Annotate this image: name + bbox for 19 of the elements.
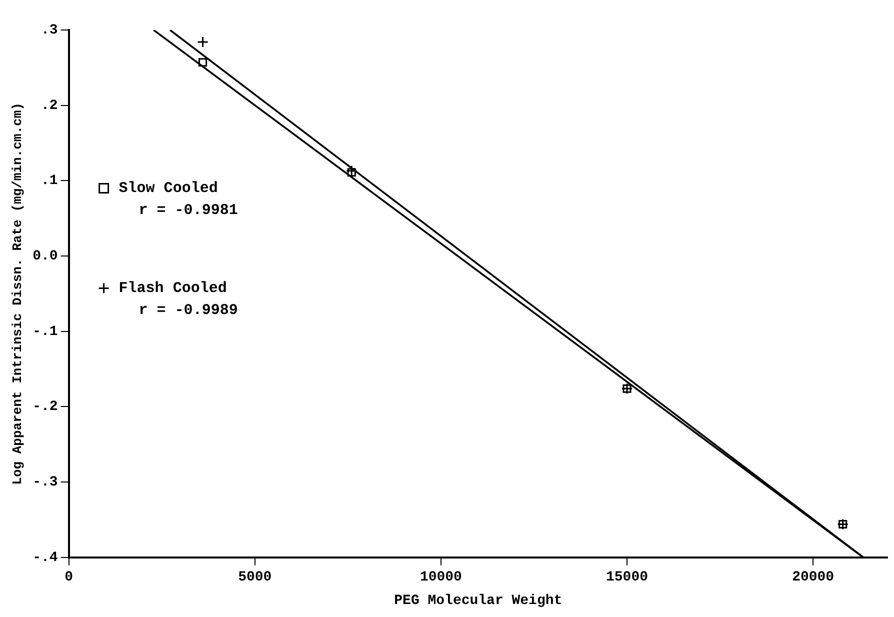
annotation: r = -0.9981: [138, 202, 238, 219]
y-axis-title: Log Apparent Intrinsic Dissn. Rate (mg/min.cm.cm): [10, 102, 26, 485]
x-tick-label: 0: [64, 569, 74, 586]
y-tick-label: -.2: [32, 399, 58, 416]
annotation: r = -0.9989: [138, 302, 238, 319]
y-tick-label: .3: [40, 22, 58, 39]
y-tick-label: -.1: [32, 324, 58, 340]
x-tick-label: 20000: [792, 569, 834, 586]
y-tick-label: .1: [40, 173, 58, 190]
legend-label: Flash Cooled: [118, 280, 227, 297]
y-tick-label: -.4: [32, 550, 58, 566]
y-tick-label: .2: [40, 98, 58, 114]
y-tick-label: 0.0: [32, 248, 58, 265]
x-tick-label: 10000: [420, 569, 462, 586]
legend-label: Slow Cooled: [118, 180, 218, 197]
x-axis-title: PEG Molecular Weight: [394, 593, 562, 610]
y-tick-label: -.3: [32, 474, 58, 491]
x-tick-label: 5000: [238, 569, 272, 586]
x-tick-label: 15000: [606, 569, 648, 586]
